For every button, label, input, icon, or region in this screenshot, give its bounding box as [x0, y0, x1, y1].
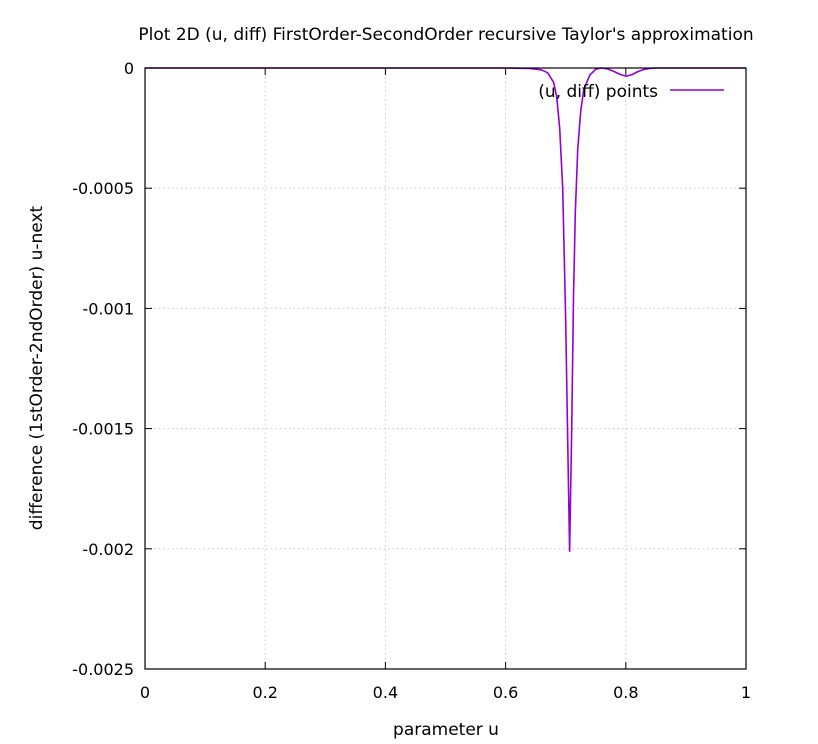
- y-tick-label: -0.002: [82, 540, 134, 559]
- series-group: [145, 67, 746, 553]
- series-line: [145, 67, 746, 553]
- tick-labels: 0 0.2 0.4 0.6 0.8 1 0 -0.0005 -0.001 -0.0015 -0.00…: [72, 59, 751, 702]
- plot-frame: [144, 67, 747, 670]
- y-tick-label: -0.0025: [72, 660, 134, 679]
- y-tick-label: -0.0015: [72, 420, 134, 439]
- x-tick-label: 1: [741, 683, 751, 702]
- x-tick-label: 0: [140, 683, 150, 702]
- x-tick-label: 0.8: [613, 683, 638, 702]
- x-axis-label: parameter u: [393, 720, 499, 740]
- x-tick-label: 0.2: [252, 683, 277, 702]
- x-tick-label: 0.6: [493, 683, 518, 702]
- y-tick-label: 0: [124, 59, 134, 78]
- y-tick-label: -0.0005: [72, 179, 134, 198]
- legend-label: (u, diff) points: [538, 82, 658, 102]
- axis-ticks: [144, 67, 747, 670]
- grid: [145, 68, 746, 669]
- chart-title: Plot 2D (u, diff) FirstOrder-SecondOrder…: [138, 25, 753, 45]
- x-tick-label: 0.4: [373, 683, 398, 702]
- legend: (u, diff) points: [538, 82, 724, 102]
- y-tick-label: -0.001: [82, 299, 134, 318]
- y-axis-label: difference (1stOrder-2ndOrder) u-next: [27, 205, 47, 530]
